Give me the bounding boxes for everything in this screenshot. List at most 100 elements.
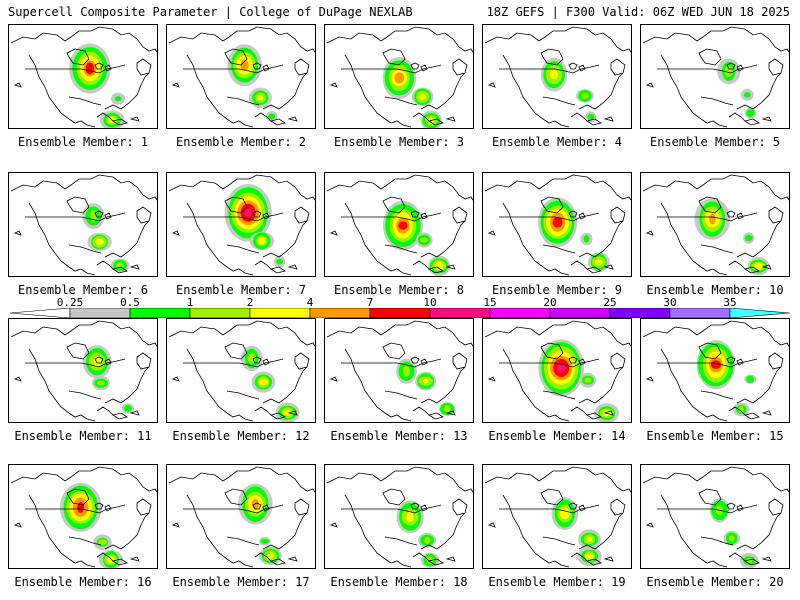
scp-fill	[394, 72, 405, 84]
political-border	[25, 504, 126, 546]
colorbar-tick-label: 10	[423, 296, 437, 309]
islands	[487, 230, 614, 274]
scp-fill	[403, 365, 410, 377]
scp-contours	[82, 345, 135, 415]
political-border	[499, 64, 600, 106]
scp-fill	[107, 556, 115, 564]
great-lakes	[726, 502, 744, 512]
member-label-9: Ensemble Member: 9	[491, 283, 623, 297]
member-panel-9[interactable]	[482, 172, 632, 277]
scp-fill	[260, 538, 270, 544]
political-border	[25, 64, 126, 106]
scp-contours	[382, 56, 442, 128]
member-panel-8[interactable]	[324, 172, 474, 277]
member-map-12	[168, 320, 315, 422]
great-lakes	[410, 62, 428, 72]
islands	[171, 230, 298, 274]
islands	[13, 376, 140, 420]
scp-contours	[694, 198, 770, 276]
islands	[13, 522, 140, 566]
colorbar-tick-label: 7	[366, 296, 374, 309]
member-map-8	[326, 174, 473, 276]
scp-fill	[556, 363, 566, 373]
coastline	[10, 320, 157, 422]
member-panel-13[interactable]	[324, 318, 474, 423]
member-panel-3[interactable]	[324, 24, 474, 129]
coastline	[168, 26, 315, 128]
member-label-19: Ensemble Member: 19	[488, 575, 626, 589]
member-panel-6[interactable]	[8, 172, 158, 277]
member-label-14: Ensemble Member: 14	[488, 429, 626, 443]
member-map-7	[168, 174, 315, 276]
member-label-16: Ensemble Member: 16	[14, 575, 152, 589]
member-panel-17[interactable]	[166, 464, 316, 569]
great-lakes	[252, 502, 270, 512]
member-panel-16[interactable]	[8, 464, 158, 569]
member-map-2	[168, 26, 315, 128]
islands	[329, 82, 456, 126]
coastline	[326, 26, 473, 128]
scp-contours	[709, 497, 759, 568]
member-panel-14[interactable]	[482, 318, 632, 423]
great-lakes	[568, 210, 586, 220]
scp-fill	[746, 375, 755, 383]
political-border	[183, 212, 284, 254]
member-panel-7[interactable]	[166, 172, 316, 277]
member-panel-19[interactable]	[482, 464, 632, 569]
great-lakes	[410, 356, 428, 366]
member-panel-2[interactable]	[166, 24, 316, 129]
great-lakes	[94, 210, 112, 220]
scp-fill	[267, 553, 274, 559]
political-border	[341, 212, 442, 254]
colorbar-tick-label: 0.25	[56, 296, 84, 309]
great-lakes	[94, 356, 112, 366]
coastline	[484, 466, 631, 568]
scp-fill	[95, 238, 104, 245]
scp-fill	[406, 511, 414, 523]
scp-fill	[283, 410, 292, 416]
scp-fill	[585, 553, 594, 560]
political-border	[25, 358, 126, 400]
colorbar-swatch	[69, 308, 131, 318]
islands	[13, 82, 140, 126]
member-map-18	[326, 466, 473, 568]
member-panel-15[interactable]	[640, 318, 790, 423]
member-panel-10[interactable]	[640, 172, 790, 277]
member-panel-11[interactable]	[8, 318, 158, 423]
scp-fill	[586, 537, 593, 542]
scp-fill	[258, 378, 268, 386]
political-border	[341, 358, 442, 400]
member-label-13: Ensemble Member: 13	[330, 429, 468, 443]
scp-fill	[116, 262, 124, 269]
coastline	[10, 466, 157, 568]
islands	[171, 376, 298, 420]
colorbar-tick-label: 2	[246, 296, 254, 309]
scp-fill	[426, 556, 434, 565]
colorbar-swatch	[129, 308, 191, 318]
colorbar-tick-label: 20	[543, 296, 557, 309]
member-panel-20[interactable]	[640, 464, 790, 569]
scp-contours	[396, 358, 456, 416]
political-border	[25, 212, 126, 254]
islands	[487, 522, 614, 566]
scp-contours	[59, 482, 124, 568]
great-lakes	[726, 62, 744, 72]
map-title: Supercell Composite Parameter | College …	[8, 5, 413, 19]
scp-contours	[538, 339, 620, 422]
coastline	[326, 174, 473, 276]
scp-fill	[729, 535, 735, 542]
member-panel-5[interactable]	[640, 24, 790, 129]
member-panel-18[interactable]	[324, 464, 474, 569]
colorbar-swatch	[309, 308, 371, 318]
colorbar-tick-label: 4	[306, 296, 314, 309]
great-lakes	[568, 502, 586, 512]
member-panel-12[interactable]	[166, 318, 316, 423]
member-label-8: Ensemble Member: 8	[333, 283, 465, 297]
colorbar-tick-label: 0.5	[120, 296, 140, 309]
member-panel-1[interactable]	[8, 24, 158, 129]
member-panel-4[interactable]	[482, 24, 632, 129]
coastline	[168, 174, 315, 276]
islands	[13, 230, 140, 274]
member-label-11: Ensemble Member: 11	[14, 429, 152, 443]
scp-fill	[422, 378, 429, 384]
